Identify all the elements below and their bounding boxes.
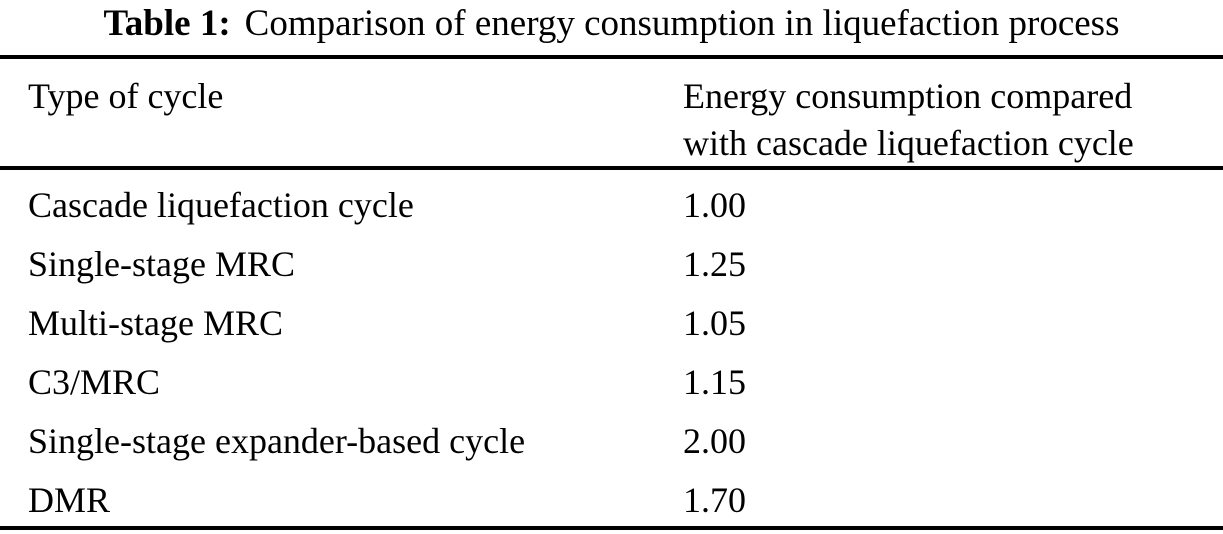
table-top-rule [0, 55, 1223, 59]
energy-value-cell: 1.00 [683, 185, 746, 225]
cycle-type-cell: Single-stage MRC [28, 244, 295, 284]
table-row: C3/MRC 1.15 [0, 353, 1223, 412]
column-header-energy-line2: with cascade liquefaction cycle [683, 123, 1134, 163]
table-row: Single-stage expander-based cycle 2.00 [0, 412, 1223, 471]
table-caption: Table 1: Comparison of energy consumption… [0, 0, 1223, 48]
table-bottom-rule [0, 526, 1223, 530]
energy-value-cell: 1.05 [683, 303, 746, 343]
cycle-type-cell: Multi-stage MRC [28, 303, 284, 343]
column-header-energy-consumption: Energy consumption compared with cascade… [683, 73, 1223, 167]
cycle-type-cell: Cascade liquefaction cycle [28, 185, 414, 225]
cycle-type-cell: Single-stage expander-based cycle [28, 421, 526, 461]
energy-value-cell: 2.00 [683, 421, 746, 461]
column-header-energy-line1: Energy consumption compared [683, 76, 1133, 116]
energy-value-cell: 1.25 [683, 244, 746, 284]
table-header-rule [0, 166, 1223, 170]
table-caption-label: Table 1: [103, 3, 231, 44]
table-row: Cascade liquefaction cycle 1.00 [0, 176, 1223, 235]
table-caption-text: Comparison of energy consumption in liqu… [244, 3, 1120, 44]
energy-value-cell: 1.70 [683, 480, 746, 520]
cycle-type-cell: C3/MRC [28, 362, 161, 402]
cycle-type-cell: DMR [28, 480, 111, 520]
energy-value-cell: 1.15 [683, 362, 746, 402]
table-header-row: Type of cycle Energy consumption compare… [0, 73, 1223, 167]
table-row: Single-stage MRC 1.25 [0, 235, 1223, 294]
table-row: DMR 1.70 [0, 471, 1223, 530]
column-header-type-of-cycle: Type of cycle [28, 76, 224, 116]
table-body: Cascade liquefaction cycle 1.00 Single-s… [0, 176, 1223, 530]
table-row: Multi-stage MRC 1.05 [0, 294, 1223, 353]
